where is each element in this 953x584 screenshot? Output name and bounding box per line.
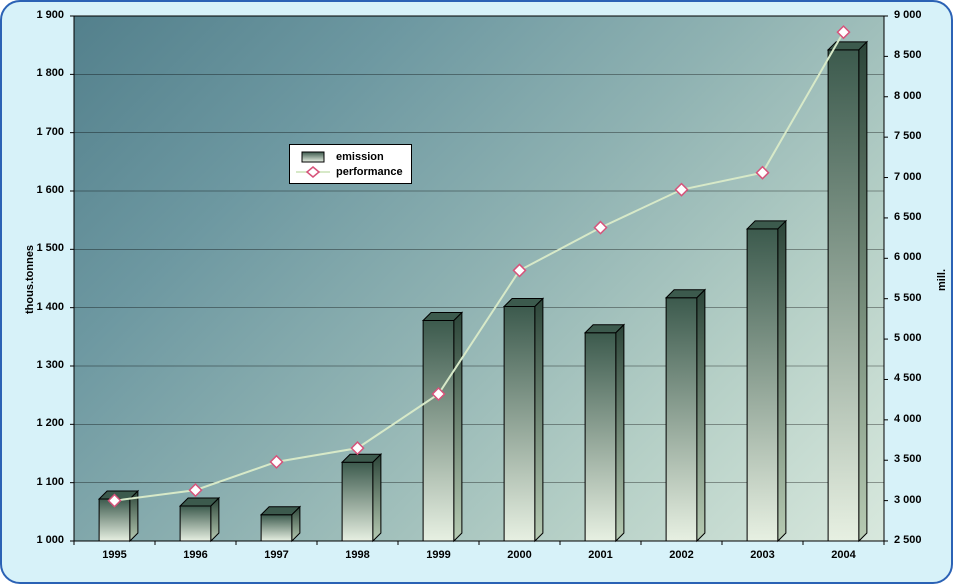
- y-left-tick-label: 1 200: [24, 417, 64, 429]
- legend-swatch-bar: [296, 150, 330, 164]
- bar: [342, 462, 373, 541]
- x-tick-label: 2002: [657, 549, 707, 561]
- x-tick-label: 1999: [414, 549, 464, 561]
- legend-label-emission: emission: [336, 151, 384, 163]
- y-right-tick-label: 9 000: [894, 9, 922, 21]
- x-tick-label: 1997: [252, 549, 302, 561]
- y-right-tick-label: 3 500: [894, 453, 922, 465]
- y-left-tick-label: 1 300: [24, 359, 64, 371]
- performance-marker: [271, 456, 283, 468]
- bar: [261, 515, 292, 541]
- y-right-tick-label: 6 500: [894, 211, 922, 223]
- y-right-tick-label: 5 500: [894, 292, 922, 304]
- x-tick-label: 1996: [171, 549, 221, 561]
- chart-frame: emission performance thous.tonnes mill. …: [0, 0, 953, 584]
- performance-marker: [514, 264, 526, 276]
- x-tick-label: 2004: [819, 549, 869, 561]
- y-right-tick-label: 2 500: [894, 534, 922, 546]
- legend-item-emission: emission: [296, 149, 403, 164]
- y-right-tick-label: 8 000: [894, 90, 922, 102]
- legend: emission performance: [289, 144, 412, 184]
- performance-marker: [757, 167, 769, 179]
- y-left-tick-label: 1 400: [24, 301, 64, 313]
- y-left-tick-label: 1 700: [24, 126, 64, 138]
- bar: [180, 506, 211, 541]
- y-right-tick-label: 5 000: [894, 332, 922, 344]
- plot-svg: [74, 16, 884, 541]
- performance-line: [115, 32, 844, 500]
- performance-marker: [595, 222, 607, 234]
- performance-marker: [676, 184, 688, 196]
- bar: [585, 333, 616, 541]
- y-right-tick-label: 4 500: [894, 372, 922, 384]
- performance-marker: [190, 484, 202, 496]
- x-tick-label: 2003: [738, 549, 788, 561]
- bar: [666, 298, 697, 541]
- legend-swatch-line: [296, 165, 330, 179]
- y-left-tick-label: 1 100: [24, 476, 64, 488]
- bar: [423, 321, 454, 542]
- y-right-axis-title: mill.: [936, 268, 948, 290]
- y-right-tick-label: 6 000: [894, 251, 922, 263]
- x-tick-label: 1998: [333, 549, 383, 561]
- legend-label-performance: performance: [336, 166, 403, 178]
- y-left-tick-label: 1 500: [24, 242, 64, 254]
- y-left-tick-label: 1 600: [24, 184, 64, 196]
- bar: [828, 50, 859, 541]
- bar: [747, 229, 778, 541]
- y-right-tick-label: 7 500: [894, 130, 922, 142]
- y-right-tick-label: 7 000: [894, 171, 922, 183]
- x-tick-label: 2001: [576, 549, 626, 561]
- performance-marker: [352, 442, 364, 454]
- y-left-tick-label: 1 800: [24, 67, 64, 79]
- x-tick-label: 1995: [90, 549, 140, 561]
- bar: [504, 307, 535, 542]
- y-right-tick-label: 8 500: [894, 49, 922, 61]
- plot-area: [74, 16, 884, 541]
- performance-marker: [838, 26, 850, 38]
- legend-item-performance: performance: [296, 164, 403, 179]
- y-left-tick-label: 1 000: [24, 534, 64, 546]
- y-right-tick-label: 4 000: [894, 413, 922, 425]
- x-tick-label: 2000: [495, 549, 545, 561]
- y-left-tick-label: 1 900: [24, 9, 64, 21]
- y-right-tick-label: 3 000: [894, 494, 922, 506]
